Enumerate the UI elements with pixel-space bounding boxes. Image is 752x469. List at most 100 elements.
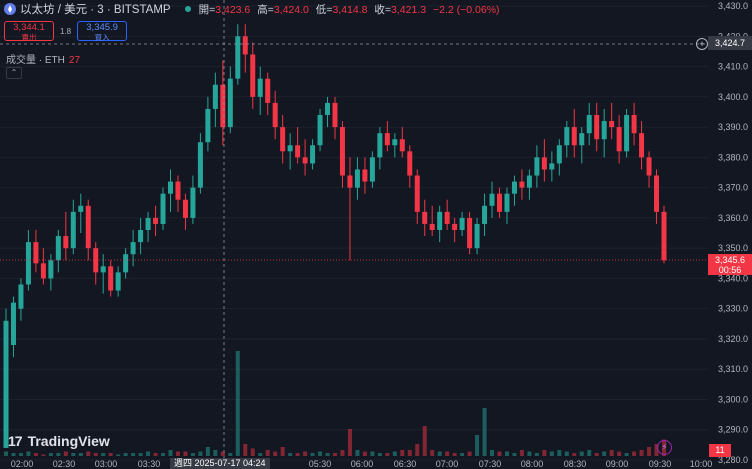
candle [317,108,323,152]
volume-bar [71,453,76,456]
candle [399,127,405,158]
candle [549,151,555,182]
volume-bar [116,454,121,456]
candle [489,181,495,218]
candle [639,121,645,170]
candle [63,211,69,261]
volume-bar [86,451,91,456]
candle [422,199,428,237]
volume-bar [161,453,166,456]
candle [25,230,31,291]
volume-bar [288,453,293,456]
volume-bar [250,448,255,456]
price-tick-label: 3,370.0 [718,183,748,193]
candle [594,102,600,152]
price-tick-label: 3,390.0 [718,122,748,132]
candle [459,211,465,237]
add-alert-icon[interactable]: + [696,38,708,50]
volume-bar [108,453,113,456]
time-tick-label: 03:30 [138,459,161,469]
volume-bar [273,451,278,456]
candle [130,230,136,267]
candle [138,217,144,255]
volume-bar [422,426,427,456]
trade-buttons: 3,344.1 賣出 1.8 3,345.9 買入 [4,21,128,42]
candle [310,139,316,170]
volume-bar [519,450,524,456]
volume-bar [228,453,233,456]
volume-value-tag: 11 [709,444,731,457]
candle [407,145,413,188]
candle [3,308,9,448]
volume-bar [303,451,308,456]
volume-indicator-label[interactable]: 成交量 · ETH 27 [6,55,81,66]
candle [444,199,450,230]
candle [601,108,607,158]
candle [482,193,488,237]
volume-bar [504,451,509,456]
candle [654,169,660,224]
time-axis[interactable]: 02:00 02:30 03:00 03:30 05:30 06:00 06:30 07:00… [0,458,752,469]
volume-bar [654,444,659,456]
candle [295,127,301,164]
time-tick-label: 02:00 [11,459,34,469]
volume-bar [56,453,61,456]
candle [287,133,293,170]
candle [18,278,24,321]
candle [437,205,443,243]
time-tick-label: 07:30 [479,459,502,469]
candle [497,187,502,218]
price-tick-label: 3,300.0 [718,394,748,404]
volume-bar [18,453,23,456]
volume-bar [512,453,517,456]
chart-header: 以太坊 / 美元 · 3 · BITSTAMP 開=3,423.6 高=3,42… [0,0,700,18]
volume-bar [235,351,240,456]
change-value: −2.2 (−0.06%) [433,3,500,16]
candle [48,254,54,291]
candle [93,242,99,285]
candle [369,151,375,188]
tradingview-logo[interactable]: 17 TradingView [8,433,110,449]
candle [362,157,368,194]
tradingview-icon: 17 [8,433,23,449]
candle [571,108,577,158]
chevron-up-icon[interactable]: ⌃ [6,67,22,79]
candle [123,248,129,279]
candle [153,205,159,237]
volume-bar [385,453,390,456]
candle [108,260,114,297]
candle [556,139,562,176]
time-tick-label: 05:30 [309,459,332,469]
volume-bar [131,453,136,456]
lightning-icon[interactable]: ⚡ [657,440,672,455]
volume-bar [213,450,218,456]
volume-bar [490,450,495,456]
sell-button[interactable]: 3,344.1 賣出 [4,21,54,42]
candle [384,121,390,152]
time-tick-label: 07:00 [436,459,459,469]
volume-bar [527,451,532,456]
candle [534,145,540,188]
price-tick-label: 3,330.0 [718,304,748,314]
volume-bar [295,453,300,456]
volume-bar [347,429,352,456]
price-axis: 3,430.03,420.03,410.03,400.03,390.03,380… [718,1,748,465]
candle [40,248,46,285]
symbol-title[interactable]: 以太坊 / 美元 · 3 · BITSTAMP [20,4,171,16]
candle [242,24,248,73]
volume-bar [243,444,248,456]
volume-bar [407,450,412,456]
volume-bar [11,453,16,456]
volume-bar [355,450,360,456]
grid-lines [0,5,708,461]
volume-bar [549,451,554,456]
volume-bar [310,453,315,456]
buy-button[interactable]: 3,345.9 買入 [77,21,128,42]
volume-bar [168,450,173,456]
volume-bar [265,450,270,456]
volume-bar [392,451,397,456]
candle [227,66,233,134]
candle [272,90,278,140]
candle [504,187,510,224]
